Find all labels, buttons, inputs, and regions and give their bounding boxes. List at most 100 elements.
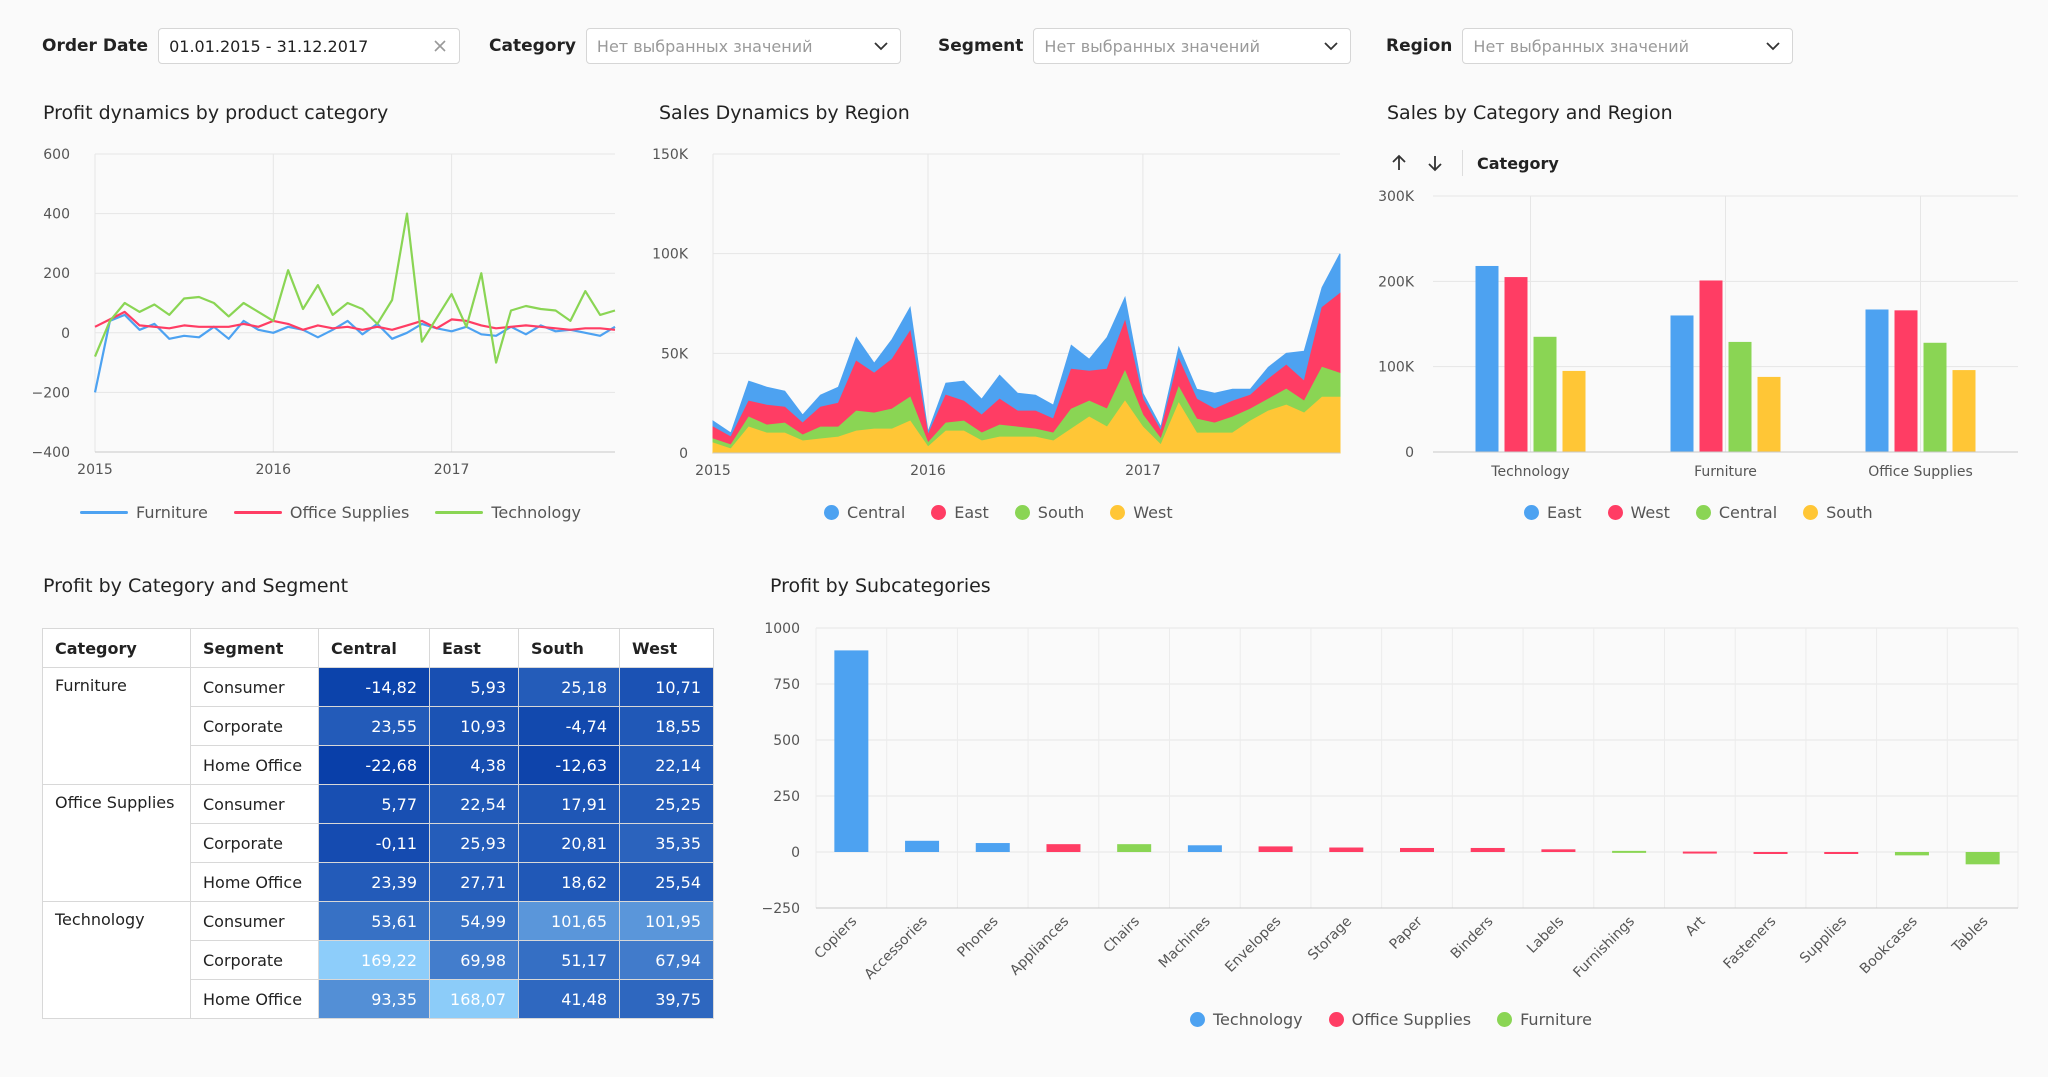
column-header[interactable]: West — [619, 628, 714, 668]
column-header[interactable]: Segment — [190, 628, 319, 668]
bar-east — [1865, 309, 1889, 452]
profit-cat-segment-title: Profit by Category and Segment — [43, 575, 349, 597]
value-cell: -12,63 — [518, 745, 620, 785]
column-header[interactable]: East — [429, 628, 519, 668]
legend-dot — [824, 505, 839, 520]
legend-label: Central — [847, 503, 906, 522]
x-tick-label: Storage — [1305, 914, 1355, 964]
value-cell: 5,93 — [429, 667, 519, 707]
legend-item-technology[interactable]: Technology — [1190, 1010, 1303, 1029]
profit-dynamics-title: Profit dynamics by product category — [43, 102, 389, 124]
bar-phones — [975, 843, 1010, 852]
column-header[interactable]: Central — [318, 628, 430, 668]
y-tick-label: 0 — [61, 326, 70, 342]
sales-region-legend: Central East South West — [824, 503, 1173, 522]
legend-item-south[interactable]: South — [1014, 503, 1084, 522]
y-tick-label: 0 — [1405, 445, 1414, 461]
bar-east — [1670, 315, 1694, 452]
x-tick-label: 2016 — [255, 462, 291, 478]
profit-subcat-chart: 1000 750 500 250 0 −250 Copiers Accessories Phon… — [762, 621, 2019, 983]
profit-subcat-legend: Technology Office Supplies Furniture — [1190, 1010, 1592, 1029]
arrow-up-icon[interactable] — [1388, 152, 1410, 174]
column-header[interactable]: South — [518, 628, 620, 668]
y-tick-label: −400 — [32, 445, 70, 461]
legend-label: South — [1826, 503, 1873, 522]
series-line-technology — [93, 212, 616, 364]
legend-item-technology[interactable]: Technology — [435, 503, 581, 522]
legend-label: Office Supplies — [289, 503, 410, 522]
legend-dot — [1803, 505, 1819, 520]
legend-item-south[interactable]: South — [1803, 503, 1873, 522]
y-tick-label: −250 — [762, 901, 800, 917]
x-tick-label: Furnishings — [1570, 914, 1638, 982]
bar-south — [1952, 370, 1976, 452]
x-tick-label: Accessories — [862, 914, 931, 983]
value-cell: 35,35 — [619, 823, 714, 863]
legend-item-west[interactable]: West — [1110, 503, 1173, 522]
arrow-down-icon[interactable] — [1424, 152, 1446, 174]
bar-west — [1699, 280, 1723, 452]
sort-toolbar: Category — [1388, 150, 1559, 176]
bar-art — [1682, 851, 1717, 854]
table-row: Home Office 93,35 168,07 41,48 39,75 — [43, 979, 714, 1019]
toolbar-divider — [1462, 150, 1463, 176]
segment-cell: Home Office — [190, 979, 319, 1019]
segment-cell: Consumer — [190, 667, 319, 707]
profit-pivot-table: Category Segment Central East South West… — [42, 628, 714, 1019]
legend-item-east[interactable]: East — [1524, 503, 1582, 522]
table-row: Home Office 23,39 27,71 18,62 25,54 — [43, 862, 714, 902]
chevron-down-icon — [874, 42, 888, 51]
legend-dot — [1014, 505, 1030, 520]
segment-select[interactable]: Нет выбранных значений — [1033, 28, 1352, 64]
value-cell: 18,62 — [518, 862, 620, 902]
y-tick-label: −200 — [32, 385, 70, 401]
category-filter-label: Category — [489, 36, 576, 56]
column-header[interactable]: Category — [42, 628, 191, 668]
table-row: Furniture Consumer -14,82 5,93 25,18 10,71 — [42, 667, 714, 785]
profit-subcat-title: Profit by Subcategories — [770, 575, 991, 597]
bar-south — [1562, 370, 1586, 452]
order-date-label: Order Date — [42, 36, 149, 56]
bar-bookcases — [1894, 852, 1929, 856]
x-tick-label: Paper — [1386, 913, 1426, 953]
y-tick-label: 500 — [773, 733, 800, 749]
chevron-down-icon — [1324, 42, 1339, 51]
x-tick-label: Chairs — [1100, 914, 1143, 957]
segment-cell: Corporate — [190, 706, 319, 746]
legend-item-central[interactable]: Central — [824, 503, 905, 522]
legend-label: Furniture — [136, 503, 208, 522]
legend-item-furniture[interactable]: Furniture — [80, 503, 208, 522]
legend-item-west[interactable]: West — [1607, 503, 1670, 522]
value-cell: 25,93 — [429, 823, 519, 863]
category-filter: Category Нет выбранных значений — [489, 28, 901, 64]
bar-east — [1475, 265, 1499, 452]
order-date-filter: Order Date 01.01.2015 - 31.12.2017 — [42, 28, 461, 64]
sort-field-label[interactable]: Category — [1477, 153, 1559, 173]
legend-dot — [1110, 505, 1126, 520]
order-date-input[interactable]: 01.01.2015 - 31.12.2017 — [158, 28, 461, 64]
chevron-down-icon — [1766, 42, 1781, 51]
bar-appliances — [1046, 844, 1081, 852]
legend-dot — [931, 505, 947, 520]
close-icon[interactable] — [431, 37, 449, 55]
legend-item-office-supplies[interactable]: Office Supplies — [1328, 1010, 1471, 1029]
bar-labels — [1541, 849, 1576, 852]
value-cell: 23,39 — [318, 862, 430, 902]
legend-item-furniture[interactable]: Furniture — [1497, 1010, 1592, 1029]
value-cell: 51,17 — [518, 940, 620, 980]
legend-dot — [1695, 505, 1711, 520]
legend-item-office-supplies[interactable]: Office Supplies — [233, 503, 410, 522]
category-select[interactable]: Нет выбранных значений — [585, 28, 901, 64]
legend-item-east[interactable]: East — [931, 503, 989, 522]
value-cell: 17,91 — [518, 784, 620, 824]
legend-label: West — [1630, 503, 1670, 522]
x-tick-label: Labels — [1524, 914, 1567, 957]
x-tick-label: Bookcases — [1857, 914, 1921, 978]
bar-chairs — [1117, 844, 1152, 852]
legend-item-central[interactable]: Central — [1695, 503, 1777, 522]
value-cell: 101,65 — [518, 901, 620, 941]
value-cell: 54,99 — [429, 901, 519, 941]
table-header-row: Category Segment Central East South West — [42, 628, 714, 668]
region-select[interactable]: Нет выбранных значений — [1462, 28, 1794, 64]
value-cell: 25,18 — [518, 667, 620, 707]
